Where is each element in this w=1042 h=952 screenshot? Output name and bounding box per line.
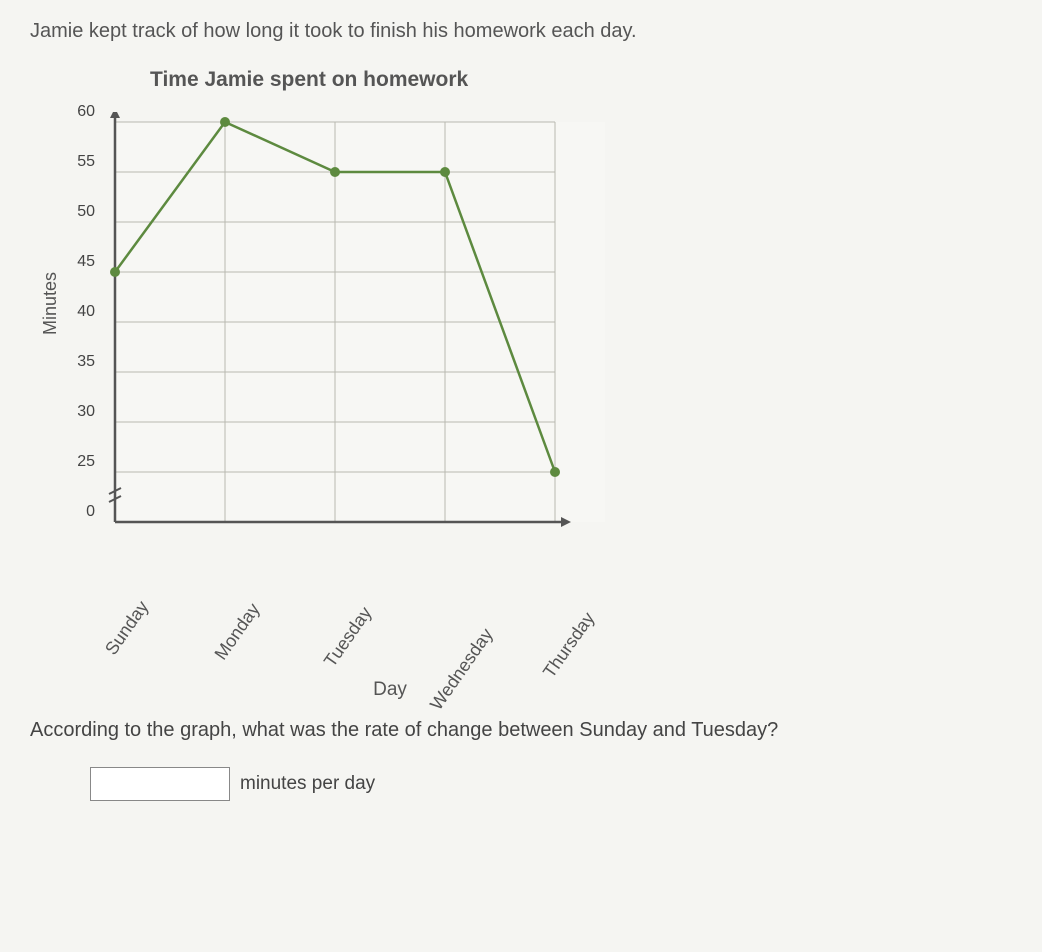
y-tick-label: 40 bbox=[77, 303, 105, 321]
chart-svg bbox=[105, 112, 615, 532]
answer-row: minutes per day bbox=[90, 767, 1012, 801]
y-tick-label: 35 bbox=[77, 353, 105, 371]
x-tick-label: Thursday bbox=[539, 608, 599, 682]
y-tick-label: 25 bbox=[77, 453, 105, 471]
y-tick-label: 30 bbox=[77, 403, 105, 421]
question-text: According to the graph, what was the rat… bbox=[30, 719, 1012, 742]
chart-title: Time Jamie spent on homework bbox=[150, 68, 1012, 92]
y-axis-label: Minutes bbox=[40, 272, 61, 335]
x-tick-label: Tuesday bbox=[320, 603, 376, 671]
answer-unit: minutes per day bbox=[240, 773, 375, 795]
y-tick-label: 0 bbox=[86, 503, 105, 521]
x-tick-label: Sunday bbox=[101, 597, 153, 659]
answer-input[interactable] bbox=[90, 767, 230, 801]
y-tick-label: 60 bbox=[77, 103, 105, 121]
x-axis-label: Day bbox=[165, 679, 615, 701]
x-ticks: SundayMondayTuesdayWednesdayThursday bbox=[105, 537, 615, 667]
y-tick-label: 45 bbox=[77, 253, 105, 271]
y-tick-label: 55 bbox=[77, 153, 105, 171]
y-tick-label: 50 bbox=[77, 203, 105, 221]
intro-text: Jamie kept track of how long it took to … bbox=[30, 20, 1012, 43]
x-tick-label: Monday bbox=[211, 599, 265, 664]
chart-container: Time Jamie spent on homework Minutes 605… bbox=[50, 68, 1012, 701]
chart-plot bbox=[105, 112, 615, 537]
chart-area: Minutes 60555045403530250 SundayMondayTu… bbox=[50, 112, 1012, 701]
